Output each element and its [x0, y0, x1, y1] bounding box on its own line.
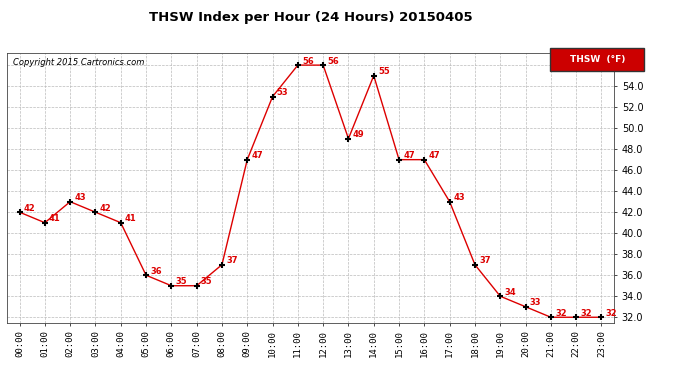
- Text: 43: 43: [75, 193, 86, 202]
- Text: 34: 34: [504, 288, 516, 297]
- Text: 32: 32: [555, 309, 566, 318]
- Text: Copyright 2015 Cartronics.com: Copyright 2015 Cartronics.com: [13, 58, 144, 67]
- Text: 49: 49: [353, 130, 364, 139]
- Text: 47: 47: [251, 151, 263, 160]
- Text: 47: 47: [428, 151, 440, 160]
- Text: 35: 35: [175, 278, 187, 286]
- Text: 32: 32: [606, 309, 618, 318]
- Text: 41: 41: [49, 214, 61, 223]
- Text: 47: 47: [403, 151, 415, 160]
- Text: 37: 37: [479, 256, 491, 265]
- Text: 33: 33: [530, 298, 541, 307]
- Text: 56: 56: [327, 57, 339, 66]
- Text: THSW  (°F): THSW (°F): [570, 56, 625, 64]
- Text: 55: 55: [378, 67, 390, 76]
- Text: 56: 56: [302, 57, 314, 66]
- Text: 43: 43: [454, 193, 466, 202]
- Text: 41: 41: [125, 214, 137, 223]
- Text: 53: 53: [277, 88, 288, 97]
- Text: 32: 32: [580, 309, 592, 318]
- Text: 35: 35: [201, 278, 213, 286]
- Text: 42: 42: [99, 204, 111, 213]
- Text: 36: 36: [150, 267, 162, 276]
- Text: 42: 42: [23, 204, 35, 213]
- Text: THSW Index per Hour (24 Hours) 20150405: THSW Index per Hour (24 Hours) 20150405: [148, 11, 473, 24]
- Text: 37: 37: [226, 256, 237, 265]
- FancyBboxPatch shape: [551, 48, 644, 71]
